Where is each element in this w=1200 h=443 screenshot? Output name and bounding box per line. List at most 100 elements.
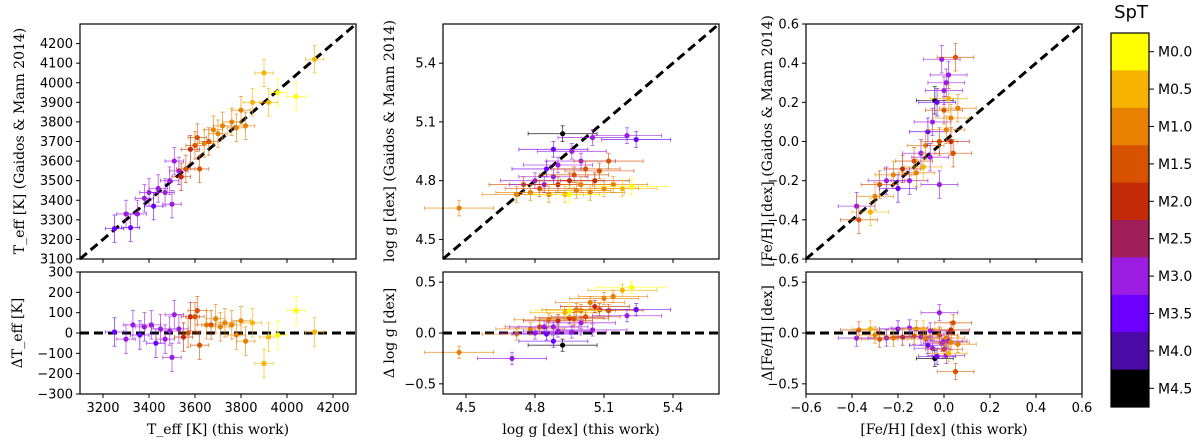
y-tick-label: −0.2 [767, 174, 799, 189]
data-point [536, 325, 607, 339]
data-point [424, 345, 495, 359]
data-point [477, 351, 547, 365]
data-point [569, 291, 639, 305]
data-point [171, 162, 191, 191]
data-point [920, 170, 959, 199]
teff-main-points [79, 22, 357, 261]
data-point [536, 143, 607, 160]
colorbar-label: M1.5 [1158, 157, 1192, 173]
data-point [906, 131, 945, 160]
y-tick-label: 4.5 [415, 233, 436, 248]
x-tick-label: 4.5 [456, 401, 477, 416]
data-point [169, 314, 189, 344]
colorbar: SpT M0.0 M0.5 M1.0 M1.5 M2.0 M2.5 M3.0 M3.5 M4.0… [1110, 2, 1192, 408]
data-point [573, 152, 644, 170]
feh-main-points [805, 22, 1083, 261]
data-point [527, 338, 598, 352]
data-point [587, 283, 658, 297]
logg-main-one-to-one-line [442, 22, 720, 261]
data-point [201, 310, 221, 340]
colorbar-segment [1111, 257, 1149, 296]
data-point [601, 131, 672, 148]
teff-main-ylabel: T_eff [K] (Gaidos & Mann 2014) [12, 28, 28, 255]
panel-feh-resid: Δ[Fe/H] [dex] [Fe/H] [dex] (this work) −… [760, 271, 1092, 438]
data-point [130, 320, 150, 350]
y-tick-label: 3800 [40, 115, 73, 130]
data-point [564, 162, 635, 180]
y-tick-label: 200 [48, 286, 73, 301]
data-point [304, 317, 325, 347]
data-point [541, 182, 612, 199]
feh-main-ylabel: [Fe/H] [dex] (Gaidos & Mann 2014) [760, 15, 776, 267]
panel-logg-resid: Δ log g [dex] log g [dex] (this work) −0… [382, 271, 720, 438]
y-tick-label: 4.8 [415, 174, 436, 189]
data-point [601, 303, 672, 317]
data-point [883, 154, 922, 184]
y-tick-label: 4000 [40, 76, 73, 91]
data-point [856, 182, 894, 211]
data-point [592, 127, 662, 144]
data-point [222, 107, 242, 137]
x-tick-label: −0.4 [836, 401, 868, 416]
data-point [911, 143, 949, 172]
data-point [559, 300, 630, 314]
logg-main-ticks: 4.5 4.8 5.1 5.4 [415, 57, 674, 263]
teff-resid-ticks: −300 −200 −100 0 100 200 300 3200 3400 3600 3800 40… [37, 266, 349, 417]
colorbar-label: M3.0 [1158, 269, 1192, 285]
logg-main-ylabel: log g [dex] (Gaidos & Mann 2014) [382, 20, 398, 262]
panel-feh-main: [Fe/H] [dex] (Gaidos & Mann 2014) −0.6−0… [760, 15, 1083, 268]
y-tick-label: 0.4 [778, 57, 799, 72]
data-point [934, 314, 972, 332]
colorbar-label: M4.5 [1158, 381, 1192, 397]
data-point [268, 78, 288, 107]
y-tick-label: 0.0 [778, 327, 799, 342]
data-point [518, 141, 589, 158]
y-tick-label: −200 [37, 367, 73, 382]
data-point [104, 214, 125, 243]
data-point [231, 306, 251, 336]
data-point [578, 176, 649, 193]
data-point [936, 363, 975, 381]
feh-resid-xlabel: [Fe/H] [dex] (this work) [860, 422, 1027, 438]
data-point [162, 342, 182, 373]
x-tick-label: 0.0 [934, 401, 955, 416]
colorbar-label: M2.0 [1158, 194, 1192, 210]
data-point [215, 308, 235, 338]
logg-resid-xlabel: log g [dex] (this work) [502, 422, 660, 438]
y-tick-label: 0.0 [778, 135, 799, 150]
x-tick-label: 4.8 [525, 401, 546, 416]
data-point [180, 135, 201, 164]
y-tick-label: 3900 [40, 96, 73, 111]
x-tick-label: 3600 [178, 401, 211, 416]
data-point [169, 156, 189, 185]
data-point [929, 344, 968, 362]
data-point [242, 88, 263, 117]
data-point [904, 320, 943, 338]
data-point [189, 330, 210, 360]
data-point [895, 146, 933, 176]
data-point [148, 174, 168, 203]
data-point [178, 318, 198, 348]
y-tick-label: 5.4 [415, 57, 436, 72]
data-point [539, 166, 609, 184]
teff-resid-points [80, 295, 356, 379]
data-point [155, 178, 175, 207]
colorbar-segment [1111, 294, 1149, 333]
colorbar-segment [1111, 33, 1149, 71]
data-point [856, 326, 894, 344]
data-point [254, 348, 274, 379]
y-tick-label: 3400 [40, 194, 73, 209]
logg-main-points [424, 22, 720, 261]
feh-resid-ticks: −0.5 0.0 0.5 −0.6 −0.4 −0.2 0.0 0.2 0.4 0.6 [767, 276, 1092, 416]
data-point [116, 199, 136, 229]
data-point [164, 146, 184, 176]
colorbar-frame [1110, 32, 1150, 408]
data-point [550, 160, 621, 178]
y-tick-label: −0.5 [767, 377, 799, 392]
data-point [511, 327, 582, 341]
y-tick-label: 3700 [40, 135, 73, 150]
data-point [587, 180, 658, 197]
y-tick-label: −0.4 [767, 213, 799, 228]
x-tick-label: 3800 [224, 401, 257, 416]
